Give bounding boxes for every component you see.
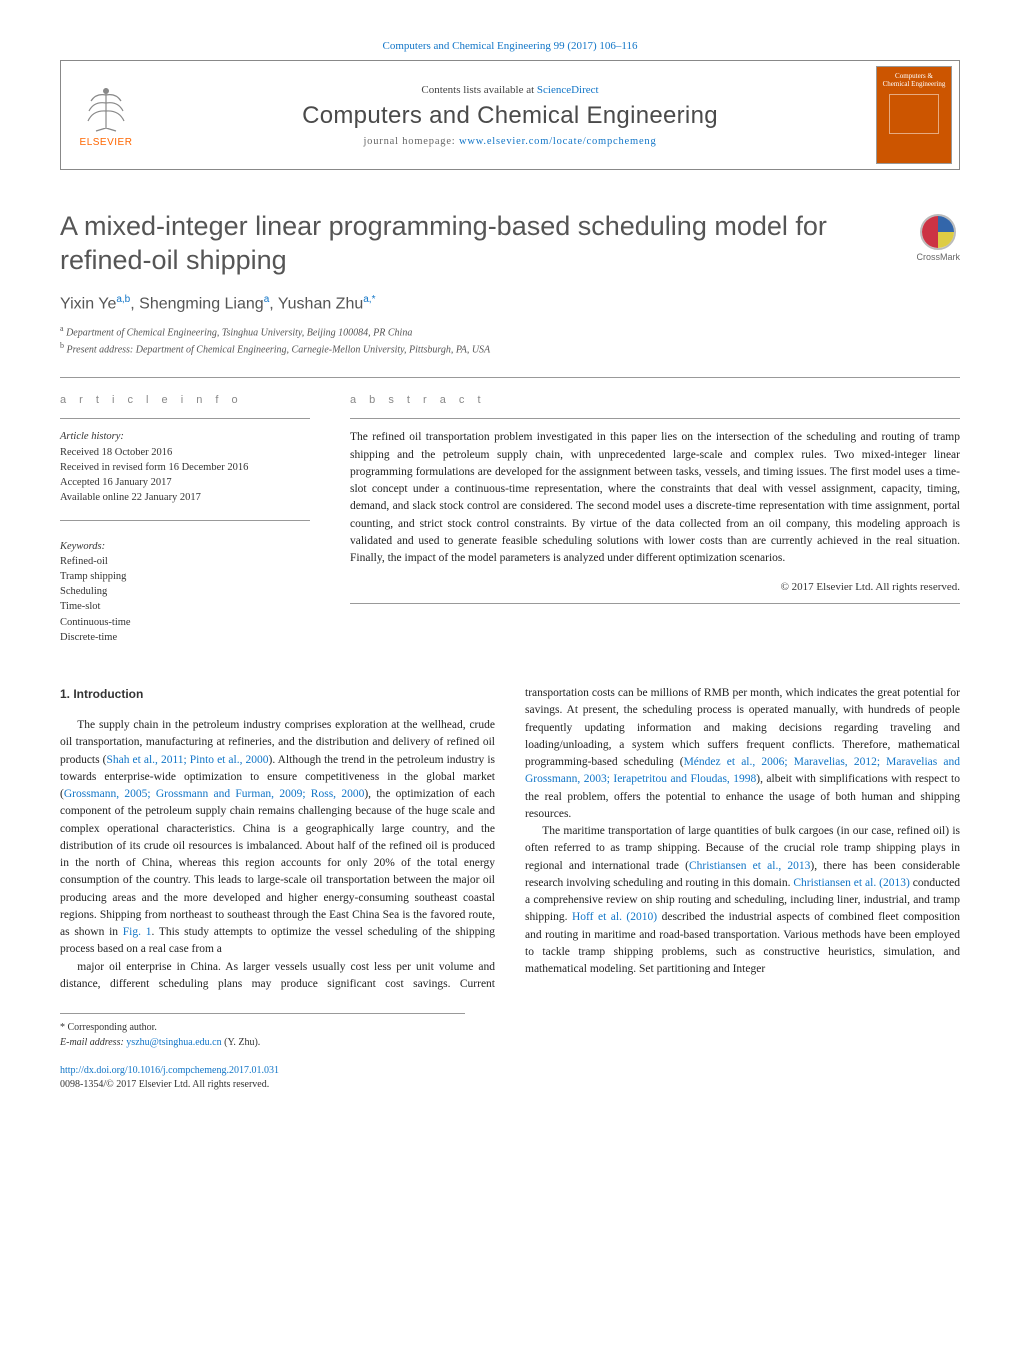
header-center: Contents lists available at ScienceDirec… bbox=[151, 61, 869, 169]
keyword-item: Tramp shipping bbox=[60, 569, 310, 584]
history-online: Available online 22 January 2017 bbox=[60, 490, 310, 505]
abstract-label: a b s t r a c t bbox=[350, 394, 960, 406]
article-page: Computers and Chemical Engineering 99 (2… bbox=[0, 0, 1020, 1142]
info-divider-2 bbox=[60, 520, 310, 521]
body-columns: 1. Introduction The supply chain in the … bbox=[60, 685, 960, 993]
affiliations-block: a Department of Chemical Engineering, Ts… bbox=[60, 323, 960, 358]
journal-title: Computers and Chemical Engineering bbox=[151, 102, 869, 130]
elsevier-tree-icon bbox=[81, 83, 131, 133]
citation-link[interactable]: Christiansen et al., 2013 bbox=[689, 860, 810, 872]
history-heading: Article history: bbox=[60, 429, 310, 444]
citation-link[interactable]: Méndez et al., 2006; Maravelias, 2012; M… bbox=[525, 756, 960, 785]
elsevier-label: ELSEVIER bbox=[80, 137, 133, 148]
corresponding-email-link[interactable]: yszhu@tsinghua.edu.cn bbox=[126, 1037, 221, 1048]
journal-cover-block[interactable]: Computers & Chemical Engineering bbox=[869, 61, 959, 169]
divider-top bbox=[60, 377, 960, 378]
history-revised: Received in revised form 16 December 201… bbox=[60, 460, 310, 475]
publisher-logo-block[interactable]: ELSEVIER bbox=[61, 61, 151, 169]
citation-link[interactable]: Hoff et al. (2010) bbox=[572, 911, 657, 923]
crossmark-badge[interactable]: CrossMark bbox=[916, 214, 960, 262]
info-divider bbox=[60, 418, 310, 419]
journal-header-box: ELSEVIER Contents lists available at Sci… bbox=[60, 60, 960, 170]
citation-link[interactable]: Grossmann, 2005; Grossmann and Furman, 2… bbox=[64, 788, 365, 800]
citation-link[interactable]: Fig. 1 bbox=[123, 926, 152, 938]
keywords-block: Keywords: Refined-oilTramp shippingSched… bbox=[60, 539, 310, 646]
affiliation-b: b Present address: Department of Chemica… bbox=[60, 340, 960, 357]
email-name: (Y. Zhu). bbox=[222, 1037, 261, 1048]
abstract-text: The refined oil transportation problem i… bbox=[350, 429, 960, 567]
journal-cover-thumbnail: Computers & Chemical Engineering bbox=[876, 66, 952, 164]
sciencedirect-link[interactable]: ScienceDirect bbox=[537, 84, 599, 96]
cover-title: Computers & Chemical Engineering bbox=[881, 73, 947, 88]
doi-link[interactable]: http://dx.doi.org/10.1016/j.compchemeng.… bbox=[60, 1065, 279, 1076]
homepage-prefix: journal homepage: bbox=[363, 136, 458, 147]
journal-reference[interactable]: Computers and Chemical Engineering 99 (2… bbox=[60, 40, 960, 52]
body-paragraph-1: The supply chain in the petroleum indust… bbox=[60, 717, 495, 959]
info-abstract-row: a r t i c l e i n f o Article history: R… bbox=[60, 394, 960, 645]
keyword-item: Refined-oil bbox=[60, 554, 310, 569]
affiliation-a: a Department of Chemical Engineering, Ts… bbox=[60, 323, 960, 340]
contents-prefix: Contents lists available at bbox=[421, 84, 536, 96]
doi-block: http://dx.doi.org/10.1016/j.compchemeng.… bbox=[60, 1064, 960, 1092]
abstract-divider-2 bbox=[350, 603, 960, 604]
history-received: Received 18 October 2016 bbox=[60, 445, 310, 460]
copyright-line: © 2017 Elsevier Ltd. All rights reserved… bbox=[350, 581, 960, 593]
keyword-item: Time-slot bbox=[60, 599, 310, 614]
crossmark-icon bbox=[920, 214, 956, 250]
crossmark-label: CrossMark bbox=[916, 252, 960, 262]
article-info-label: a r t i c l e i n f o bbox=[60, 394, 310, 406]
cover-decoration bbox=[889, 94, 939, 134]
abstract-column: a b s t r a c t The refined oil transpor… bbox=[350, 394, 960, 645]
contents-lists-line: Contents lists available at ScienceDirec… bbox=[151, 84, 869, 96]
abstract-divider bbox=[350, 418, 960, 419]
keyword-item: Scheduling bbox=[60, 584, 310, 599]
homepage-link[interactable]: www.elsevier.com/locate/compchemeng bbox=[459, 136, 657, 147]
email-label: E-mail address: bbox=[60, 1037, 126, 1048]
issn-copyright: 0098-1354/© 2017 Elsevier Ltd. All right… bbox=[60, 1079, 269, 1090]
article-title: A mixed-integer linear programming-based… bbox=[60, 210, 896, 278]
keyword-item: Continuous-time bbox=[60, 615, 310, 630]
article-history: Article history: Received 18 October 201… bbox=[60, 429, 310, 505]
corresponding-author-note: * Corresponding author. bbox=[60, 1020, 465, 1035]
section-1-heading: 1. Introduction bbox=[60, 685, 495, 703]
history-accepted: Accepted 16 January 2017 bbox=[60, 475, 310, 490]
keyword-item: Discrete-time bbox=[60, 630, 310, 645]
body-paragraph-3: The maritime transportation of large qua… bbox=[525, 823, 960, 978]
author-list: Yixin Yea,b, Shengming Lianga, Yushan Zh… bbox=[60, 294, 960, 313]
citation-link[interactable]: Shah et al., 2011; Pinto et al., 2000 bbox=[106, 754, 268, 766]
footnotes: * Corresponding author. E-mail address: … bbox=[60, 1013, 465, 1050]
citation-link[interactable]: Christiansen et al. (2013) bbox=[793, 877, 909, 889]
keywords-heading: Keywords: bbox=[60, 539, 310, 554]
title-row: A mixed-integer linear programming-based… bbox=[60, 210, 960, 278]
email-line: E-mail address: yszhu@tsinghua.edu.cn (Y… bbox=[60, 1035, 465, 1050]
article-info-column: a r t i c l e i n f o Article history: R… bbox=[60, 394, 310, 645]
journal-homepage-line: journal homepage: www.elsevier.com/locat… bbox=[151, 136, 869, 147]
keywords-list: Refined-oilTramp shippingSchedulingTime-… bbox=[60, 554, 310, 645]
